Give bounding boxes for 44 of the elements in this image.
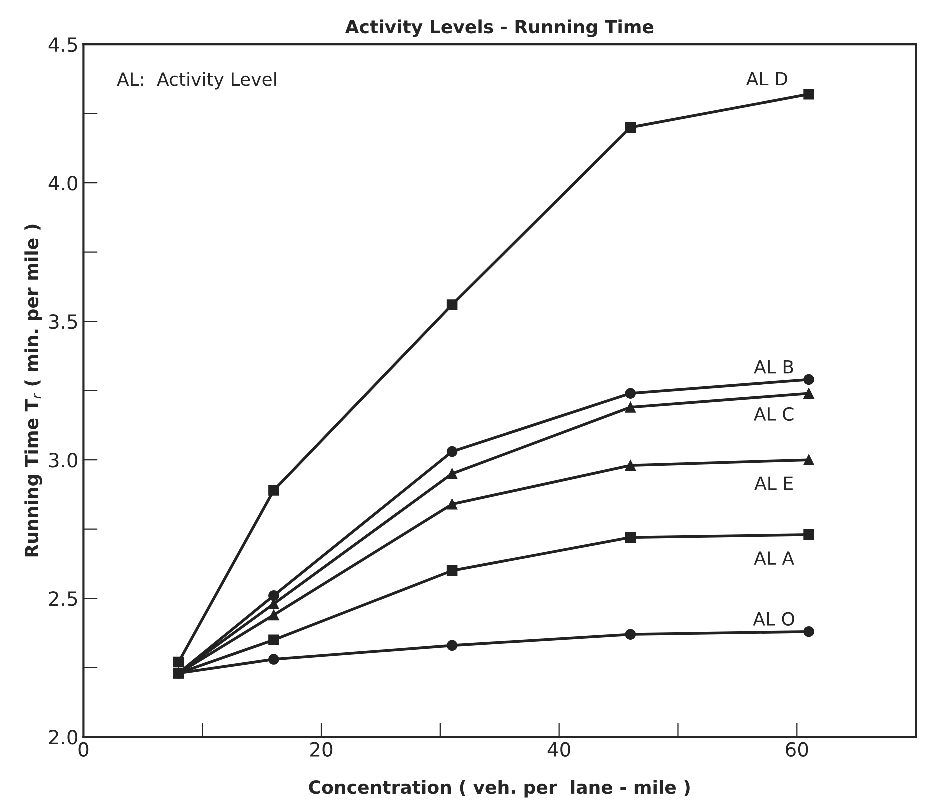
series-label: AL E xyxy=(754,476,793,490)
point xyxy=(804,89,814,100)
point xyxy=(625,629,636,640)
point xyxy=(446,640,458,652)
point xyxy=(804,626,814,638)
series-label: AL D xyxy=(746,72,788,86)
point xyxy=(268,654,280,665)
point xyxy=(804,454,814,466)
chart-title: Activity Levels - Running Time xyxy=(345,20,654,38)
series-label: AL A xyxy=(754,552,794,565)
series-label: AL B xyxy=(754,360,794,374)
annotation: AL: Activity Level xyxy=(117,72,276,90)
x-tick-label: 0 xyxy=(78,742,89,758)
point xyxy=(446,468,458,480)
y-axis-title: Running Time T$_{r}$ ( min. per mile ) xyxy=(24,224,42,557)
series-label: AL C xyxy=(754,407,794,422)
point xyxy=(625,532,636,544)
point xyxy=(446,499,458,510)
x-tick-label: 20 xyxy=(310,742,333,758)
x-tick-label: 40 xyxy=(548,742,570,758)
point xyxy=(804,388,814,399)
y-tick-label: 2.0 xyxy=(49,730,78,745)
point xyxy=(268,590,280,602)
point xyxy=(268,485,280,496)
point xyxy=(625,460,636,471)
y-tick-label: 4.0 xyxy=(48,176,78,191)
point xyxy=(446,446,458,458)
point xyxy=(625,122,636,134)
y-tick-label: 2.5 xyxy=(49,592,78,606)
series-label: AL O xyxy=(753,612,794,626)
point xyxy=(268,610,280,621)
y-tick-label: 3.5 xyxy=(49,314,78,330)
point xyxy=(446,300,458,310)
x-axis-title: Concentration ( veh. per lane - mile ) xyxy=(309,780,690,798)
point xyxy=(804,529,814,540)
point xyxy=(173,656,184,668)
x-tick-label: 60 xyxy=(786,742,808,758)
y-tick-label: 3.0 xyxy=(49,453,78,468)
y-tick-label: 4.5 xyxy=(48,38,78,52)
point xyxy=(625,388,636,399)
point xyxy=(625,402,636,413)
point xyxy=(804,374,814,386)
point xyxy=(446,566,458,576)
point xyxy=(268,634,280,646)
